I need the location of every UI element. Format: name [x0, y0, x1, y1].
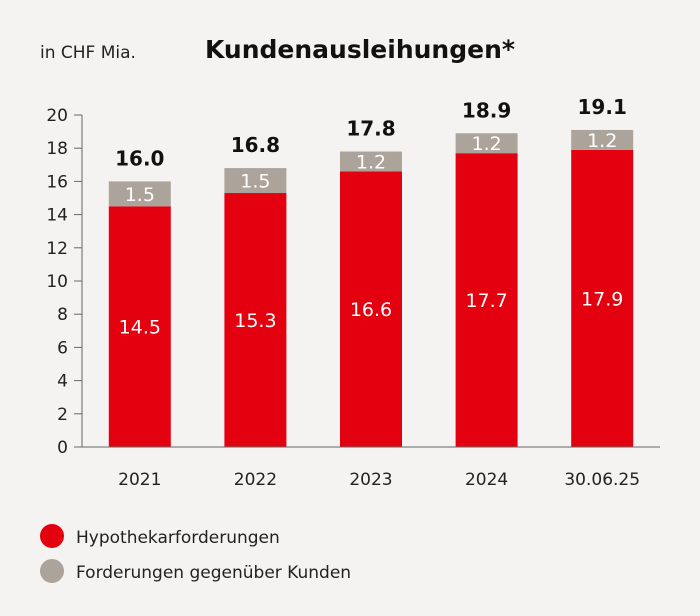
y-tick-label: 16	[46, 172, 68, 192]
data-label: 1.2	[356, 151, 386, 173]
x-tick-label: 2023	[349, 470, 392, 490]
y-tick-label: 0	[57, 438, 68, 458]
legend-label: Forderungen gegenüber Kunden	[76, 563, 351, 583]
data-label: 14.5	[119, 317, 161, 339]
chart-title: Kundenausleihungen*	[205, 35, 515, 64]
y-tick-label: 12	[46, 239, 68, 259]
y-tick-label: 2	[57, 405, 68, 425]
bar-hypothekarforderungen	[340, 171, 402, 447]
y-tick-label: 8	[57, 305, 68, 325]
data-label: 1.2	[471, 133, 501, 155]
y-tick-label: 14	[46, 206, 68, 226]
legend-swatch	[40, 524, 64, 548]
x-tick-label: 2022	[234, 470, 277, 490]
total-label: 18.9	[462, 98, 511, 122]
bar-forderungen-kunden	[571, 129, 634, 150]
bar-hypothekarforderungen	[571, 149, 634, 448]
legend-swatch	[40, 559, 64, 583]
total-label: 16.0	[115, 146, 164, 170]
bar-hypothekarforderungen	[455, 153, 518, 447]
x-tick-label: 2021	[118, 470, 161, 490]
legend-label: Hypothekarforderungen	[76, 528, 280, 548]
total-label: 16.8	[231, 133, 280, 157]
total-label: 17.8	[346, 117, 395, 141]
legend: Hypothekarforderungen Forderungen gegenüb…	[40, 524, 351, 583]
data-label: 1.5	[125, 184, 155, 206]
bar-forderungen-kunden	[340, 151, 402, 172]
data-label: 1.2	[587, 130, 617, 152]
data-label: 17.9	[581, 288, 623, 310]
y-tick-label: 10	[46, 272, 68, 292]
x-tick-label: 2024	[465, 470, 508, 490]
data-label: 15.3	[234, 310, 276, 332]
y-tick-label: 6	[57, 338, 68, 358]
y-tick-label: 4	[57, 372, 68, 392]
total-label: 19.1	[578, 95, 627, 119]
bars: 14.5 1.5 16.0 15.3 1.5 16.8 16.6 1.2 17.8 17.7 1.2…	[108, 95, 634, 448]
x-axis: 2021 2022 2023 2024 30.06.25	[82, 446, 660, 490]
data-label: 16.6	[350, 299, 392, 321]
bar-forderungen-kunden	[108, 181, 171, 207]
data-label: 1.5	[240, 171, 270, 193]
bar-hypothekarforderungen	[224, 193, 287, 447]
x-tick-label: 30.06.25	[564, 470, 640, 490]
bar-forderungen-kunden	[455, 133, 518, 154]
y-tick-label: 18	[46, 139, 68, 159]
bar-forderungen-kunden	[224, 168, 287, 194]
data-label: 17.7	[465, 290, 507, 312]
unit-label: in CHF Mia.	[40, 43, 136, 63]
bar-hypothekarforderungen	[108, 206, 171, 447]
y-tick-label: 20	[46, 106, 68, 126]
y-axis: 0 2 4 6 8 10 12 14 16 18 20	[46, 106, 83, 458]
